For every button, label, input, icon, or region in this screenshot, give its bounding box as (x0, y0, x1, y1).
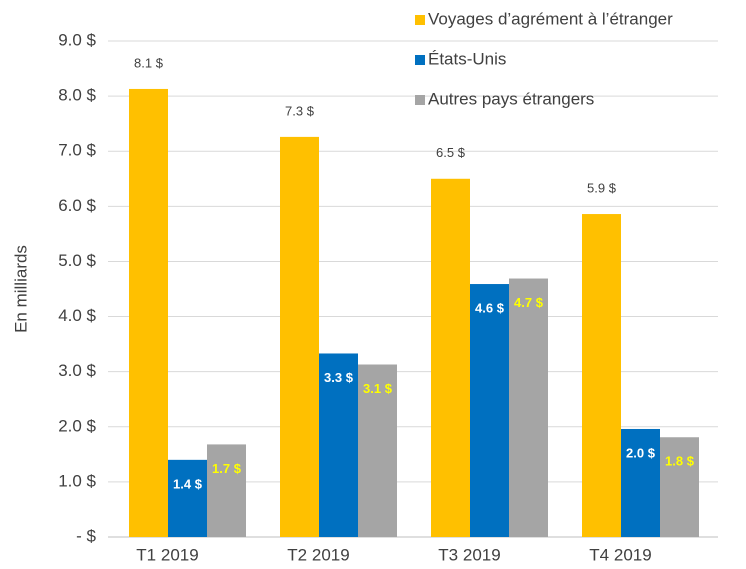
y-tick-label: 4.0 $ (58, 306, 96, 325)
data-label: 2.0 $ (626, 445, 656, 460)
data-label: 7.3 $ (285, 103, 315, 118)
data-label: 1.4 $ (173, 476, 203, 491)
x-tick-label: T3 2019 (438, 545, 500, 564)
legend-label: Autres pays étrangers (428, 89, 594, 108)
bar (207, 444, 246, 537)
x-tick-label: T4 2019 (589, 545, 651, 564)
bar (319, 353, 358, 537)
legend-swatch (415, 55, 425, 65)
data-label: 1.8 $ (665, 454, 695, 469)
y-tick-label: 6.0 $ (58, 196, 96, 215)
bar (582, 214, 621, 537)
legend-label: Voyages d’agrément à l’étranger (428, 9, 673, 28)
data-label: 6.5 $ (436, 145, 466, 160)
legend-swatch (415, 15, 425, 25)
y-tick-label: - $ (76, 526, 96, 545)
y-tick-label: 5.0 $ (58, 251, 96, 270)
y-tick-label: 2.0 $ (58, 416, 96, 435)
legend-swatch (415, 95, 425, 105)
bar (621, 428, 660, 537)
bar (470, 284, 509, 537)
data-label: 4.7 $ (514, 295, 544, 310)
bar (660, 437, 699, 537)
bar (280, 136, 319, 538)
bar (358, 364, 397, 537)
y-tick-label: 8.0 $ (58, 86, 96, 105)
bar (129, 88, 168, 538)
data-label: 5.9 $ (587, 180, 617, 195)
data-label: 4.6 $ (475, 300, 505, 315)
x-tick-label: T1 2019 (136, 545, 198, 564)
bar (168, 459, 207, 537)
y-tick-label: 1.0 $ (58, 471, 96, 490)
data-label: 3.3 $ (324, 370, 354, 385)
legend-label: États-Unis (428, 49, 506, 68)
data-label: 3.1 $ (363, 381, 393, 396)
y-axis-label: En milliards (11, 245, 30, 333)
data-label: 1.7 $ (212, 461, 242, 476)
y-tick-label: 9.0 $ (58, 30, 96, 49)
bar (509, 278, 548, 537)
y-tick-label: 7.0 $ (58, 141, 96, 160)
x-tick-label: T2 2019 (287, 545, 349, 564)
data-label: 8.1 $ (134, 55, 164, 70)
y-tick-label: 3.0 $ (58, 361, 96, 380)
bar (431, 178, 470, 537)
